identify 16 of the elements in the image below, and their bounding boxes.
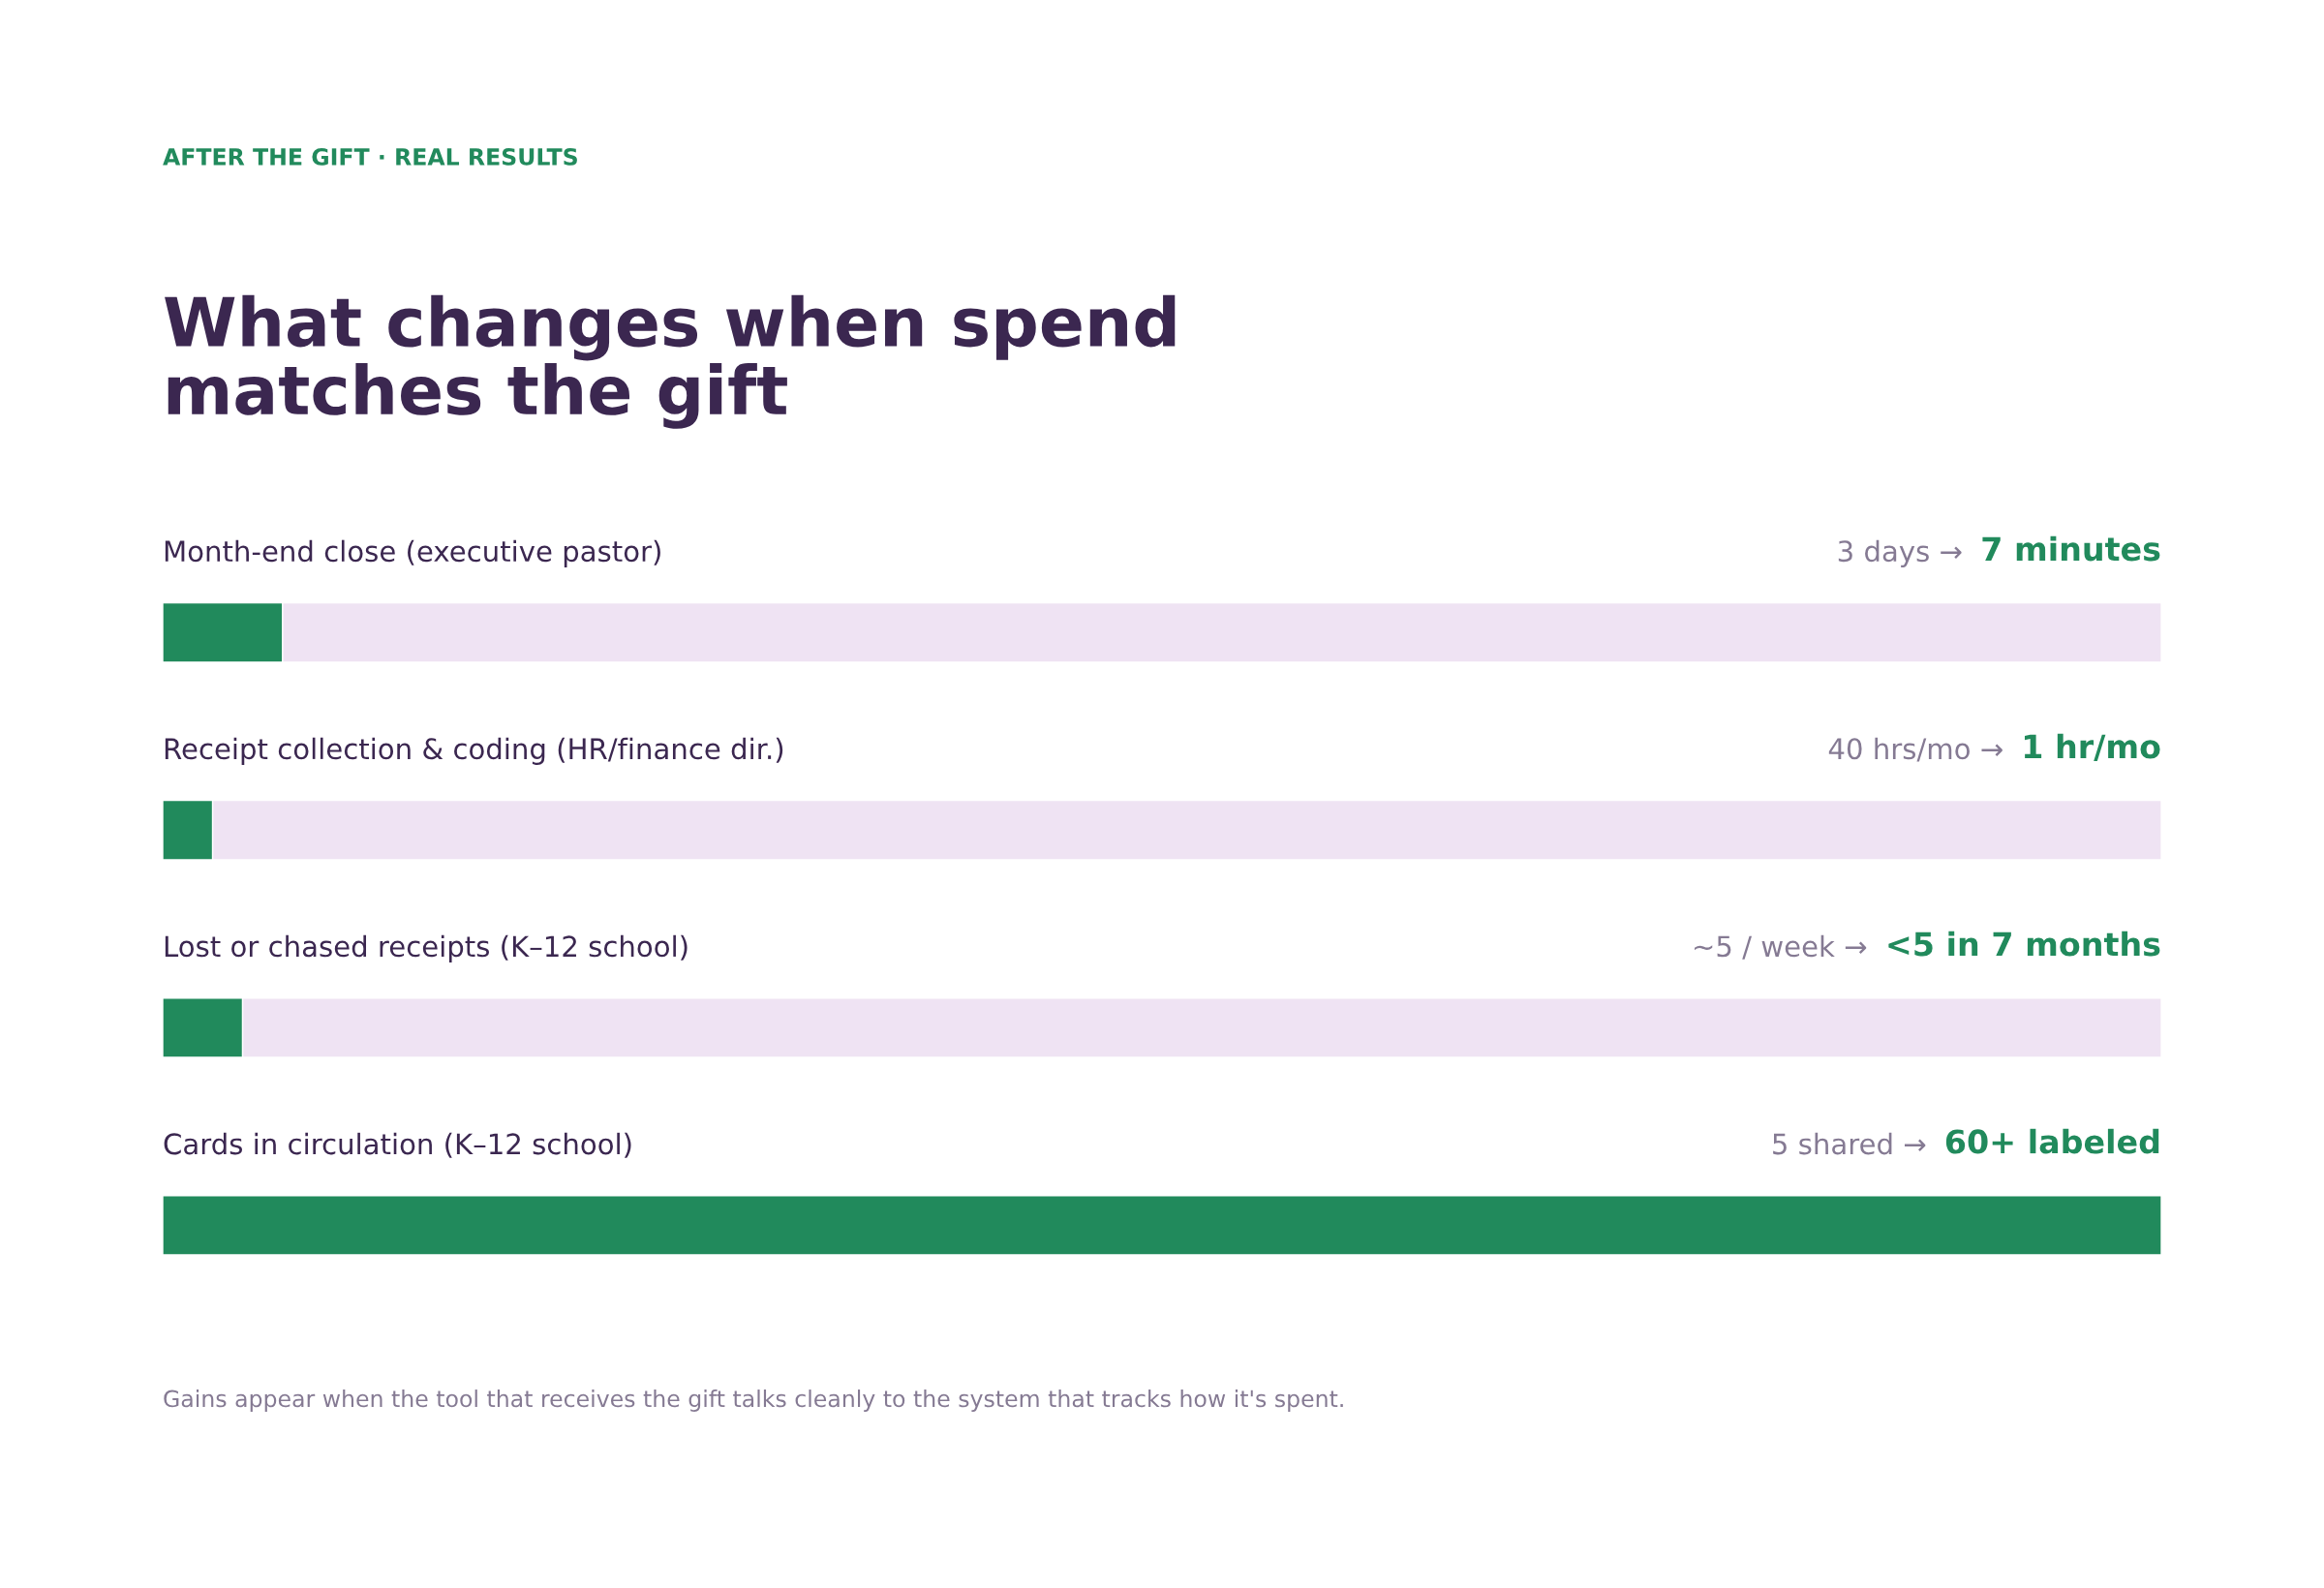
annotation: 40 hrs/mo → bbox=[1828, 737, 2003, 762]
annotation: <5 in 7 months bbox=[1888, 931, 2160, 957]
bar bbox=[163, 1195, 2161, 1256]
annotation: 1 hr/mo bbox=[2024, 733, 2160, 762]
annotation: 7 minutes bbox=[1982, 535, 2160, 562]
annotation: 60+ labeled bbox=[1945, 1128, 2159, 1154]
annotation: 3 days → bbox=[1838, 539, 1962, 567]
annotation: ~5 / week → bbox=[1695, 934, 1867, 960]
chart-subtitle: AFTER THE GIFT · REAL RESULTS bbox=[163, 147, 577, 166]
text: Gains appear when the tool that receives the gift talks cleanly to the system that tracks how it's spent. bbox=[164, 1390, 1343, 1412]
y-tick-label: Month-end close (executive pastor) bbox=[165, 539, 660, 567]
chart-title: What changes when spend matches the gift bbox=[165, 294, 1176, 429]
annotation: 5 shared → bbox=[1773, 1132, 1926, 1155]
y-tick-label: Receipt collection & coding (HR/finance dir.) bbox=[165, 737, 783, 765]
y-tick-label: Lost or chased receipts (K–12 school) bbox=[165, 934, 688, 962]
y-tick-label: Cards in circulation (K–12 school) bbox=[164, 1132, 631, 1158]
